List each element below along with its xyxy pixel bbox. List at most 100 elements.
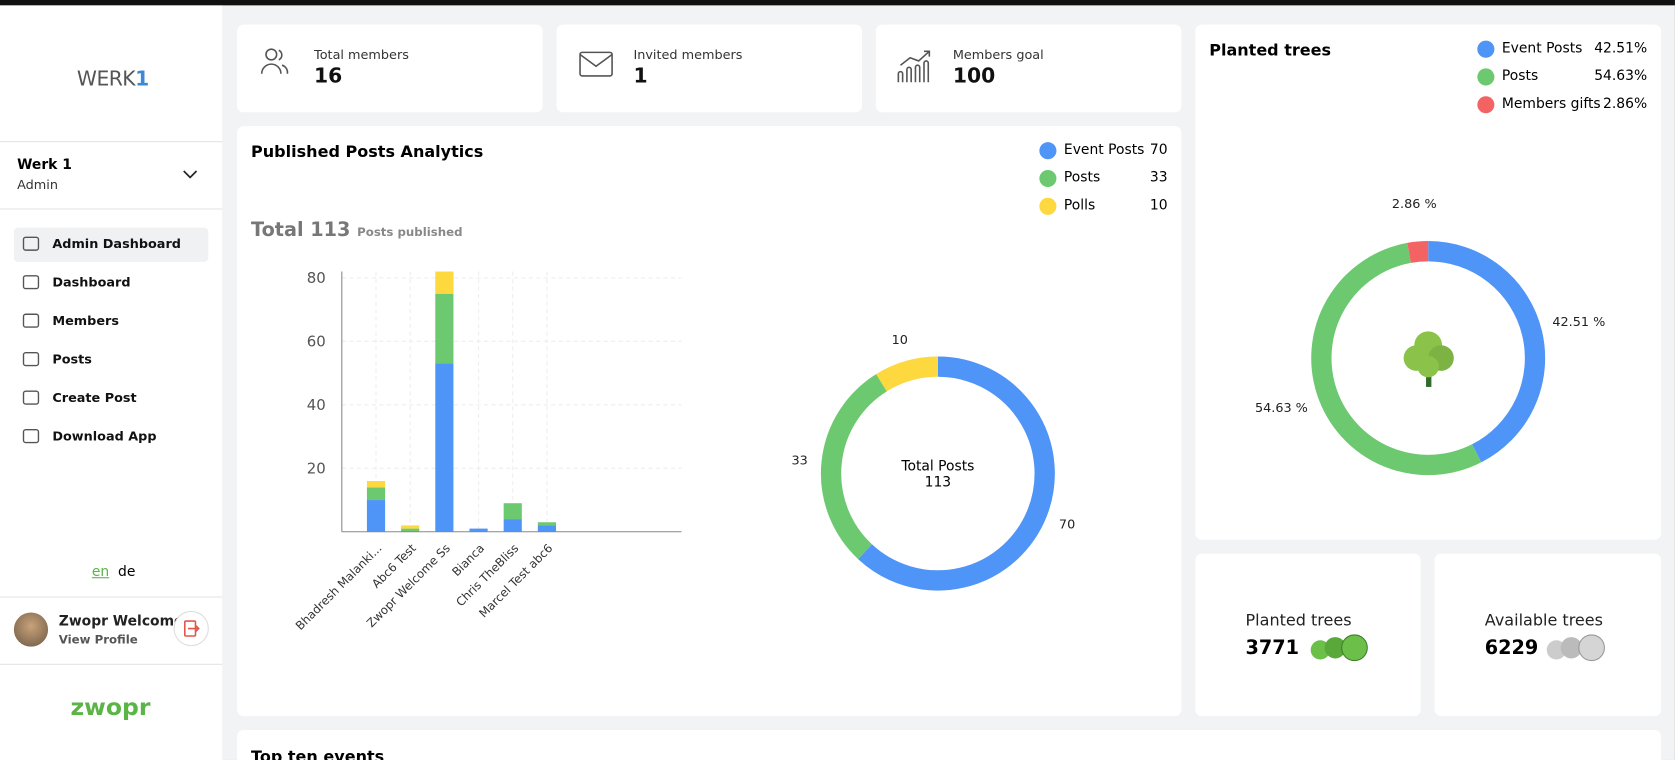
donut-center-label: Total Posts xyxy=(900,458,974,474)
tree-card-value: 6229 xyxy=(1484,637,1539,660)
events-card xyxy=(237,730,1662,760)
profile-name: Zwopr Welcome xyxy=(58,613,184,630)
donut-segment xyxy=(820,374,888,560)
nav-item[interactable]: Download App xyxy=(52,428,157,444)
legend-value: 70 xyxy=(1149,142,1168,159)
stat-label: Total members xyxy=(314,47,409,62)
tree-card-label: Available trees xyxy=(1484,610,1604,630)
divider xyxy=(0,141,223,143)
lang[interactable]: en xyxy=(91,564,110,581)
active-nav-bg xyxy=(13,227,209,262)
legend-name: Event Posts xyxy=(1063,142,1145,159)
nav-item[interactable]: Admin Dashboard xyxy=(52,236,181,252)
legend-name: Posts xyxy=(1063,169,1101,186)
legend-swatch xyxy=(1477,40,1495,58)
legend-value: 33 xyxy=(1149,169,1168,186)
legend-swatch xyxy=(1477,68,1495,86)
lang[interactable]: de xyxy=(118,564,136,581)
nav-icon xyxy=(22,352,40,367)
legend-name: Event Posts xyxy=(1501,40,1583,57)
donut-label: 2.86 % xyxy=(1392,197,1437,212)
bar-segment xyxy=(435,293,454,364)
donut-center-value: 113 xyxy=(925,474,951,490)
bar-segment xyxy=(435,363,454,532)
card-title: Planted trees xyxy=(1209,40,1332,60)
y-tick-label: 60 xyxy=(307,333,326,351)
stat-label: Invited members xyxy=(633,47,743,62)
bar-segment xyxy=(469,528,488,532)
legend-name: Posts xyxy=(1501,68,1539,85)
total-caption: Posts published xyxy=(357,225,463,240)
bar-segment xyxy=(537,525,556,532)
legend-value: 42.51% xyxy=(1594,40,1648,57)
tree-card xyxy=(1434,553,1662,717)
nav-item[interactable]: Members xyxy=(52,313,119,329)
bar-segment xyxy=(401,525,420,529)
bar-segment xyxy=(503,519,522,532)
brand-logo: zwopr xyxy=(70,694,151,722)
bar-segment xyxy=(401,528,420,532)
legend-swatch xyxy=(1477,96,1495,114)
legend-value: 2.86% xyxy=(1603,96,1648,113)
avatar xyxy=(13,612,49,647)
donut-segment xyxy=(1428,241,1546,463)
workspace-name: Werk 1 xyxy=(17,157,72,174)
donut-label: 33 xyxy=(792,453,808,468)
bar-segment xyxy=(366,500,386,532)
stat-value: 1 xyxy=(633,64,648,88)
trees-gray xyxy=(1546,634,1605,662)
nav-icon xyxy=(22,429,40,444)
donut-label: 70 xyxy=(1059,518,1075,533)
stat-value: 100 xyxy=(952,64,996,88)
y-tick-label: 40 xyxy=(307,396,326,414)
logout-button[interactable] xyxy=(173,610,209,647)
bar-segment xyxy=(366,480,386,488)
legend-name: Members gifts xyxy=(1501,96,1601,113)
legend-name: Polls xyxy=(1063,197,1096,214)
nav-item[interactable]: Posts xyxy=(52,351,92,367)
nav-icon xyxy=(22,275,40,290)
bar-segment xyxy=(366,487,386,501)
donut-segment xyxy=(1311,242,1482,476)
planted-card xyxy=(1195,24,1662,540)
stat-label: Members goal xyxy=(952,47,1044,62)
nav-item[interactable]: Dashboard xyxy=(52,274,131,290)
logo-digit: 1 xyxy=(135,67,149,91)
legend-swatch xyxy=(1039,197,1057,215)
donut-segment xyxy=(1407,241,1429,263)
donut-label: 10 xyxy=(892,333,908,348)
donut-segment xyxy=(876,356,939,392)
y-tick-label: 80 xyxy=(307,269,326,287)
donut-label: 54.63 % xyxy=(1255,401,1308,416)
logo: WERK1 xyxy=(77,67,149,91)
tree-card-value: 3771 xyxy=(1245,637,1300,660)
divider xyxy=(0,208,223,210)
stat-card xyxy=(556,24,863,113)
stat-icons xyxy=(260,48,931,83)
total-posts: Total 113 Posts published xyxy=(251,219,462,241)
stat-value: 16 xyxy=(314,64,343,88)
workspace-role: Admin xyxy=(17,177,58,193)
nav-item[interactable]: Create Post xyxy=(52,390,137,406)
card-title: Published Posts Analytics xyxy=(251,142,484,162)
stat-card xyxy=(237,24,543,113)
chevron[interactable] xyxy=(182,168,199,181)
y-tick-label: 20 xyxy=(307,460,326,478)
tree-card xyxy=(1195,553,1421,717)
legend-value: 54.63% xyxy=(1594,68,1648,85)
divider xyxy=(0,596,223,598)
bar-segment xyxy=(503,503,522,520)
bar-segment xyxy=(435,271,454,294)
section-title: Top ten events xyxy=(251,747,385,760)
profile-link[interactable]: View Profile xyxy=(58,632,138,647)
trees-green xyxy=(1310,634,1368,662)
stat-card xyxy=(875,24,1182,113)
total-label: Total xyxy=(251,219,304,242)
nav-icon xyxy=(22,313,40,328)
nav-icon xyxy=(22,390,40,405)
legend-swatch xyxy=(1039,142,1057,160)
donut-label: 42.51 % xyxy=(1552,315,1605,330)
bar-segment xyxy=(537,522,556,526)
